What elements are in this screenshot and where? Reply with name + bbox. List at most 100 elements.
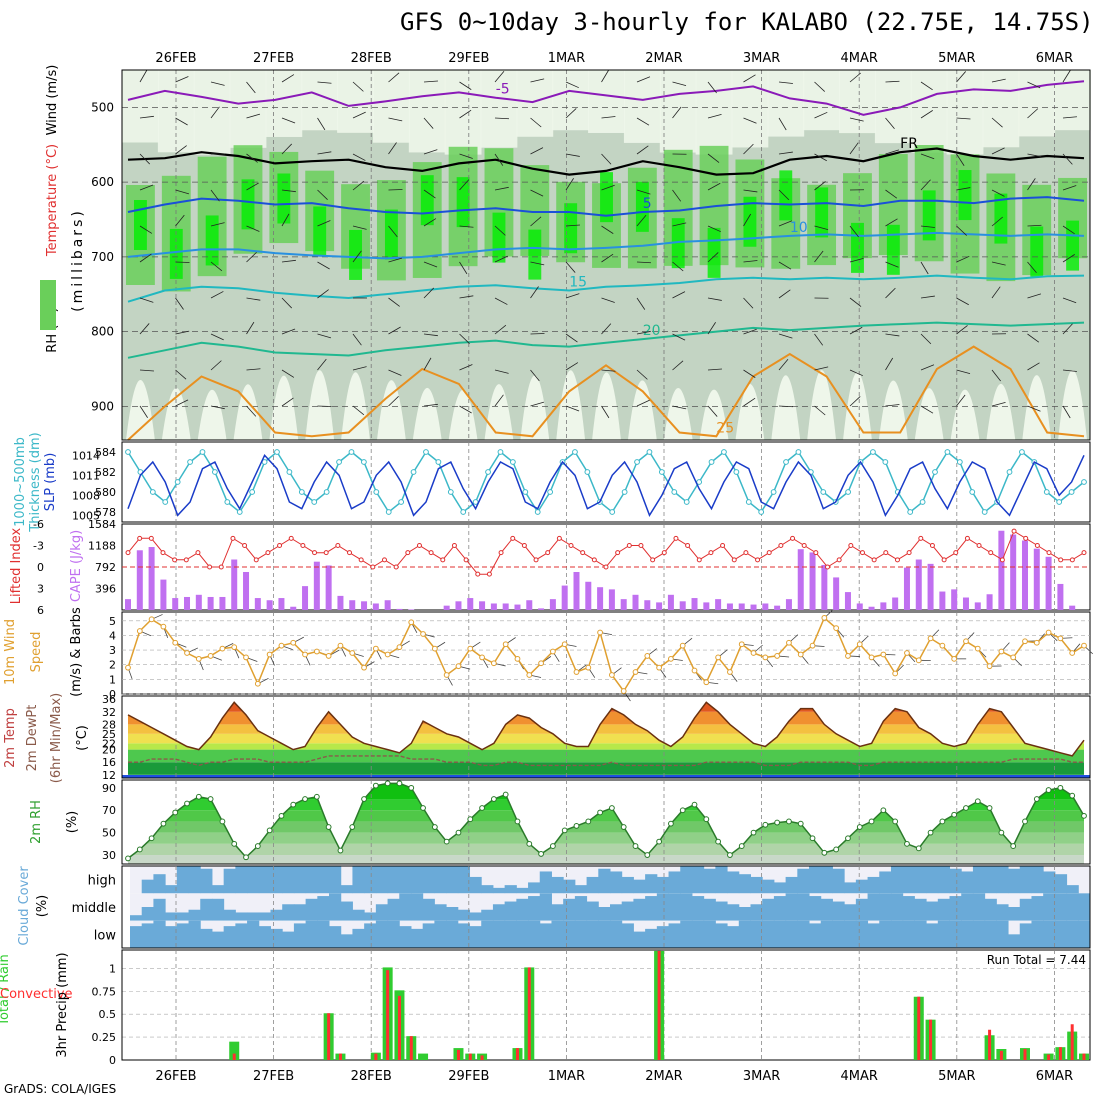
cloud-cell-middle [844,904,857,921]
cloud-cell-high [961,871,974,894]
thickness-line-point [348,449,355,455]
wind-barb [530,261,545,266]
wind-speed-line-point [656,664,663,671]
wind-barb [565,333,578,343]
wind-barb [388,72,400,83]
thickness-line-point [286,469,293,475]
cloud-cell-high [1054,874,1068,894]
lifted-tick: 6 [37,604,44,617]
wind-barb [743,369,756,378]
rain-bar [418,1053,429,1060]
convective-bar [657,950,661,1060]
cloud-cell-low [574,920,588,948]
wind-barb [956,117,971,120]
wind-barb [956,225,968,236]
wind-barb [636,117,650,126]
cloud-cell-low [481,920,494,948]
cloud-cell-high [715,866,728,894]
wind-barb [991,216,1003,227]
thickness-line-point [485,469,491,475]
rh-dry-lower [197,389,227,440]
rh-line-point [172,809,179,816]
wind-barb [459,405,472,414]
rh-dry-lower [376,380,406,440]
lifted-index-point [533,557,539,563]
cloud-cell-high [867,876,880,894]
wind-barb [1062,297,1077,304]
cloud-cell-middle [551,904,564,921]
cloud-cell-low [223,926,236,948]
rh-line-point [502,791,509,798]
wind-barb [991,147,1005,155]
wind-barb [1027,333,1040,343]
wind-barb [1062,69,1071,83]
wind-speed-line-point [738,641,745,648]
rh-line-point [313,793,320,800]
wind-barb [317,358,327,371]
thickness-line [127,450,1085,514]
wind-barb [849,257,864,263]
wind-barb [317,333,332,339]
convective-bar [917,996,921,1060]
wind-barb [281,297,293,309]
thickness-line-point [671,489,678,495]
wind-speed-line-point [148,616,155,623]
cape-bar [313,561,320,610]
cloud-cell-middle [598,907,611,921]
temp-tick: 12 [102,769,116,782]
cloud-cell-high [785,876,798,894]
cloud-cell-middle [247,912,260,921]
wind-speed-line-point [408,619,415,626]
convective-bar [232,1053,236,1060]
thickness-tick: 582 [95,466,116,479]
thickness-line-point [745,499,752,505]
wind-barb [672,261,684,272]
rh-line-point [974,798,981,805]
cloud-cell-middle [809,896,822,921]
lifted-index-point [603,564,609,570]
cloud-cell-middle [703,898,716,921]
cape-bar [195,594,202,610]
cloud-cell-low [340,934,353,948]
wind-speed-line-point [184,650,190,656]
rh-band [128,799,1084,811]
rh-saturated [277,173,291,224]
lifted-index-point [696,557,702,563]
panel-label: 10m Wind [3,619,18,685]
convective-bar [988,1029,992,1060]
wind-barb [565,362,579,371]
wind-speed-line-point [526,672,533,678]
cape-bar [632,594,639,610]
slp-tick: 1005 [72,509,100,522]
wind-barb [139,323,150,335]
wind-barb [814,111,828,119]
ylabel: (millibars) [70,208,86,312]
wind-barb [423,149,438,155]
cloud-cell-high [750,876,763,894]
thickness-line-point [162,499,169,505]
cloud-cell-high [223,868,236,894]
rh-line-point [774,819,781,826]
rain-bar [229,1041,240,1060]
wind-barb [423,117,434,129]
thickness-line-point [460,509,467,515]
thickness-line-point [373,489,380,495]
wind-speed-line-point [549,648,556,655]
wind-speed-line-point [573,669,580,675]
slp-tick: 1008 [72,489,100,502]
cloud-cell-middle [200,898,213,921]
wind-barb [388,257,403,263]
wind-speed-line-point [361,664,367,671]
cape-bar [1010,534,1017,610]
wind-barb [139,253,152,263]
wind-speed-line-point [998,648,1005,655]
wind-speed-line-point [609,672,615,678]
cloud-cell-high [211,885,225,894]
thickness-line-point [1019,449,1025,455]
wind-tick: 5 [109,615,116,628]
wind-speed-line-point [372,645,379,652]
cloud-cell-middle [797,893,810,921]
wind-barb [920,261,929,275]
cloud-cell-high [586,876,599,894]
wind-barb [317,151,332,155]
